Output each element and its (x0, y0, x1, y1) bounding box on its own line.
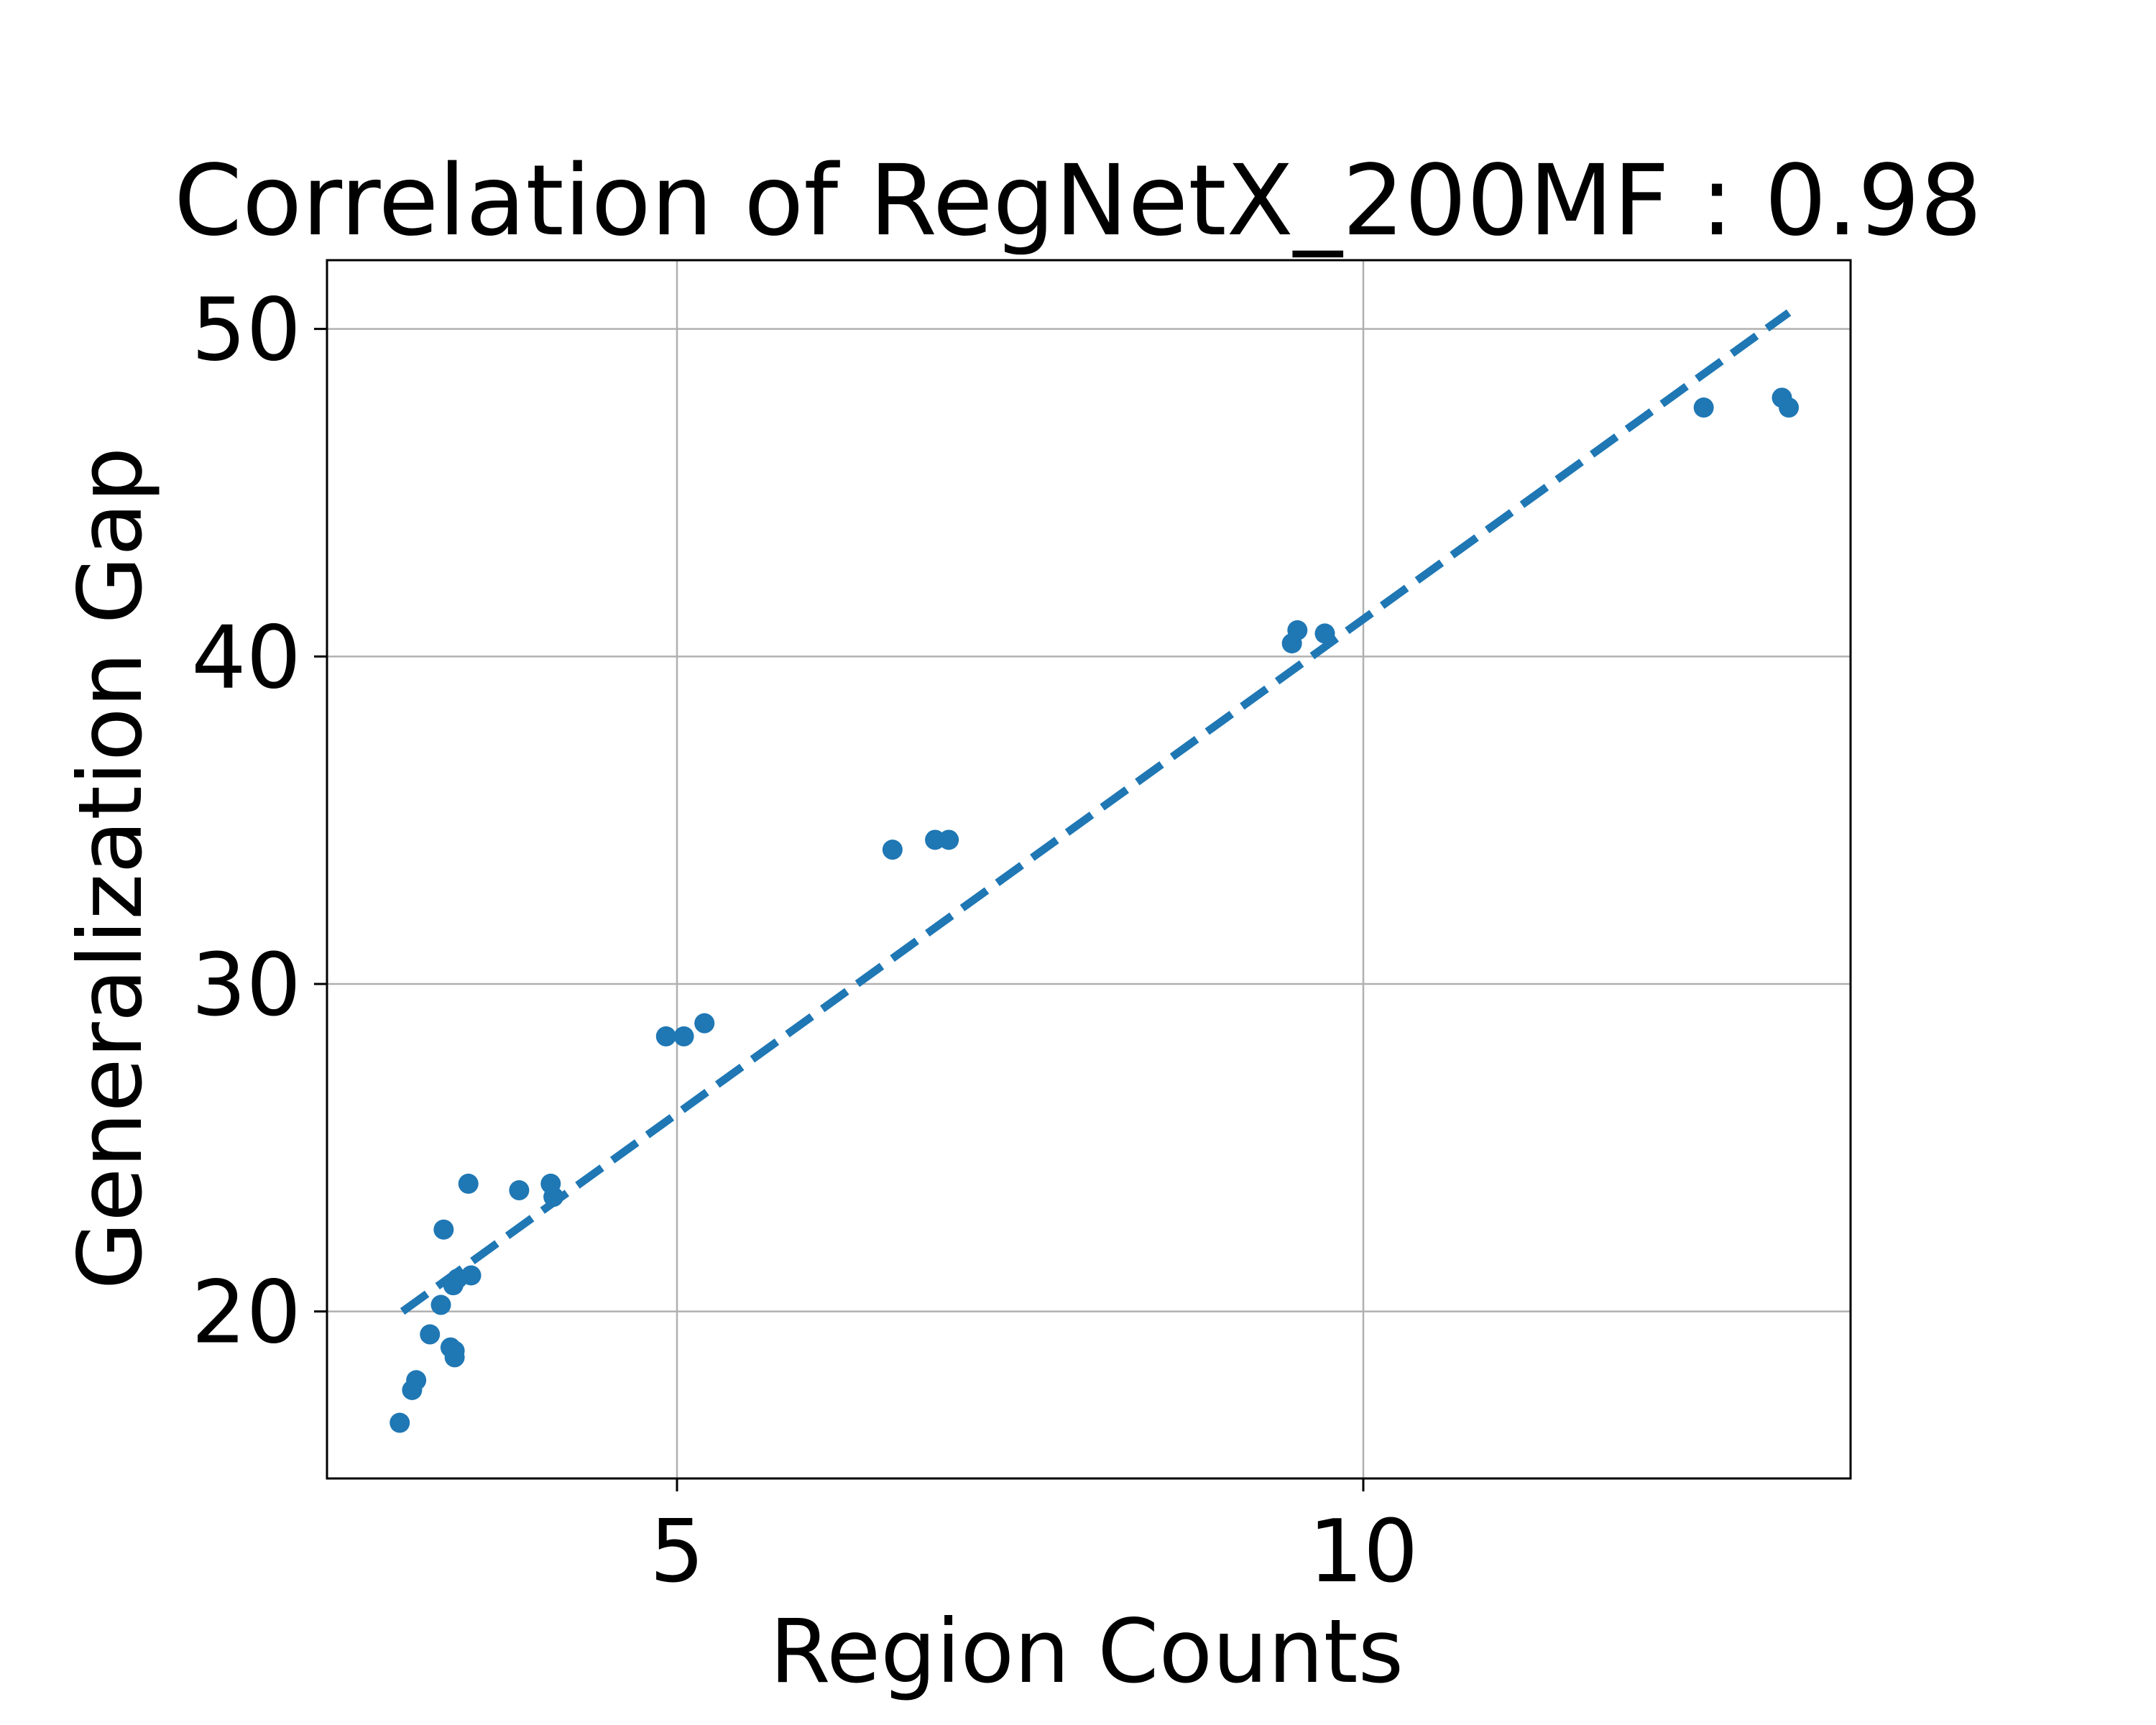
y-axis-label: Generalization Gap (60, 447, 162, 1290)
data-point (673, 1026, 694, 1046)
data-point (390, 1412, 410, 1433)
ticks-layer: 5 10 20 30 40 50 (191, 281, 1418, 1602)
x-tick-label: 10 (1309, 1502, 1419, 1602)
y-tick-label: 40 (191, 608, 301, 708)
data-point (543, 1187, 564, 1208)
data-point (655, 1026, 676, 1046)
grid-layer (327, 260, 1851, 1478)
data-point (1287, 620, 1308, 640)
data-point (694, 1013, 715, 1034)
plot-layer (390, 309, 1800, 1433)
data-point (1779, 397, 1800, 418)
data-point (509, 1180, 530, 1201)
plot-frame (326, 259, 1852, 1480)
data-point (444, 1340, 465, 1361)
trend-line (400, 309, 1792, 1315)
data-point (430, 1294, 451, 1315)
chart-title: Correlation of RegNetX_200MF : 0.98 (174, 144, 1982, 258)
data-point (406, 1370, 427, 1391)
data-point (1314, 623, 1335, 644)
data-point (458, 1173, 479, 1194)
y-tick-label: 20 (191, 1264, 301, 1363)
data-point (433, 1219, 454, 1240)
y-tick-label: 30 (191, 936, 301, 1036)
data-point (420, 1324, 441, 1345)
data-point (461, 1265, 482, 1286)
y-tick-label: 50 (191, 281, 301, 381)
x-tick-label: 5 (650, 1502, 704, 1602)
data-point (939, 829, 959, 850)
data-point (882, 840, 903, 860)
x-axis-label: Region Counts (770, 1601, 1404, 1703)
data-point (1693, 397, 1714, 418)
